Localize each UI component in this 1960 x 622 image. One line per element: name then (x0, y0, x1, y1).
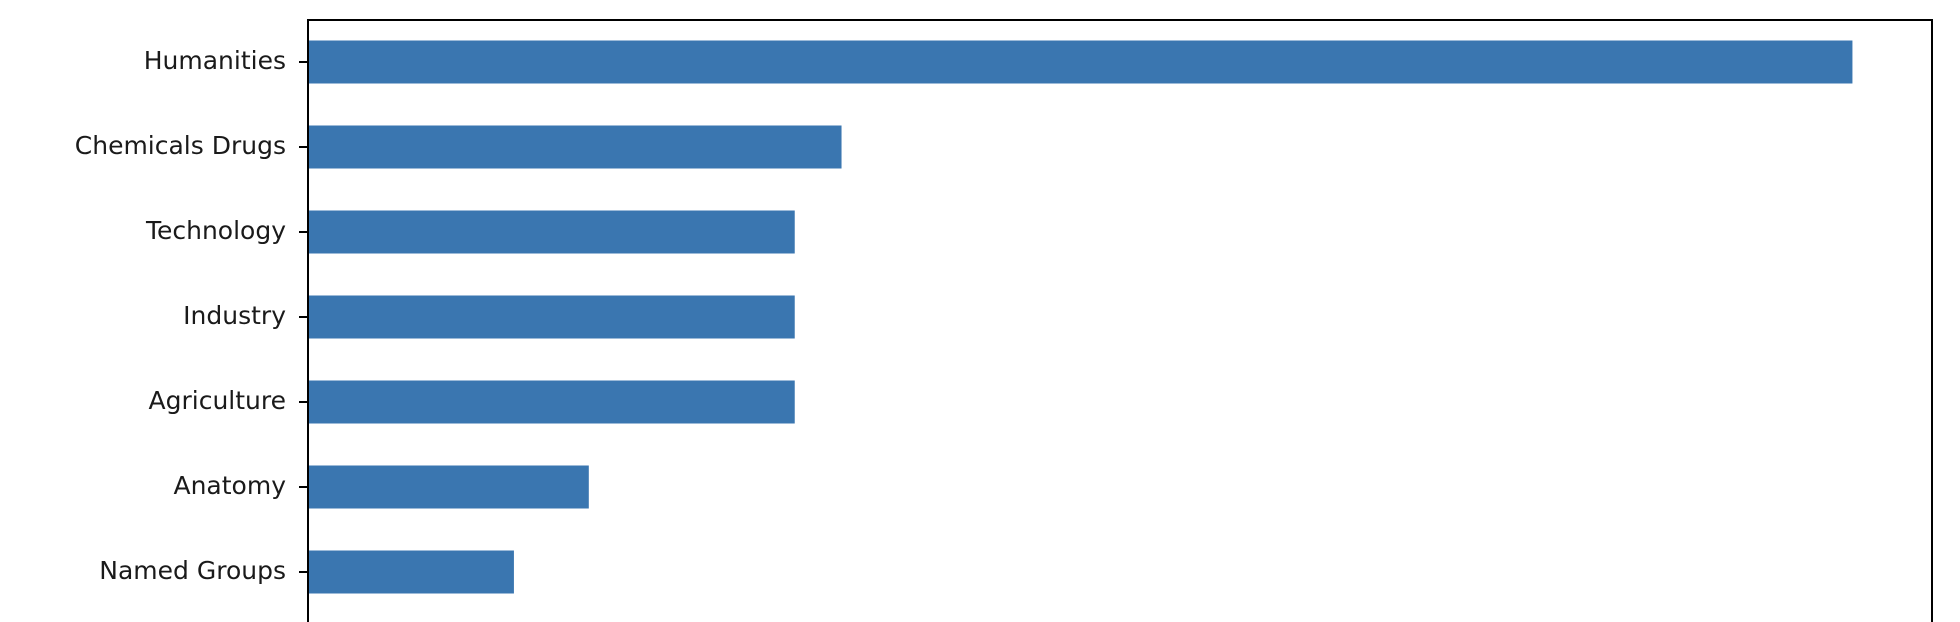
tick-group: Humanities Chemicals Drugs Technology Indus… (75, 46, 308, 585)
y-tick-label-anatomy: Anatomy (173, 471, 286, 500)
bar-industry (308, 295, 795, 339)
y-tick-label-chemicals-drugs: Chemicals Drugs (75, 131, 286, 160)
plot-frame (307, 19, 1933, 622)
y-tick-label-agriculture: Agriculture (149, 386, 287, 415)
y-tick-label-technology: Technology (145, 216, 286, 245)
bar-agriculture (308, 380, 795, 424)
bar-humanities (308, 40, 1853, 84)
bar-chemicals-drugs (308, 125, 842, 169)
bar-named-groups (308, 550, 514, 594)
y-tick-label-named-groups: Named Groups (99, 556, 286, 585)
y-tick-label-humanities: Humanities (144, 46, 286, 75)
bar-technology (308, 210, 795, 254)
bars-group (308, 40, 1853, 594)
y-tick-label-industry: Industry (183, 301, 286, 330)
bar-anatomy (308, 465, 589, 509)
